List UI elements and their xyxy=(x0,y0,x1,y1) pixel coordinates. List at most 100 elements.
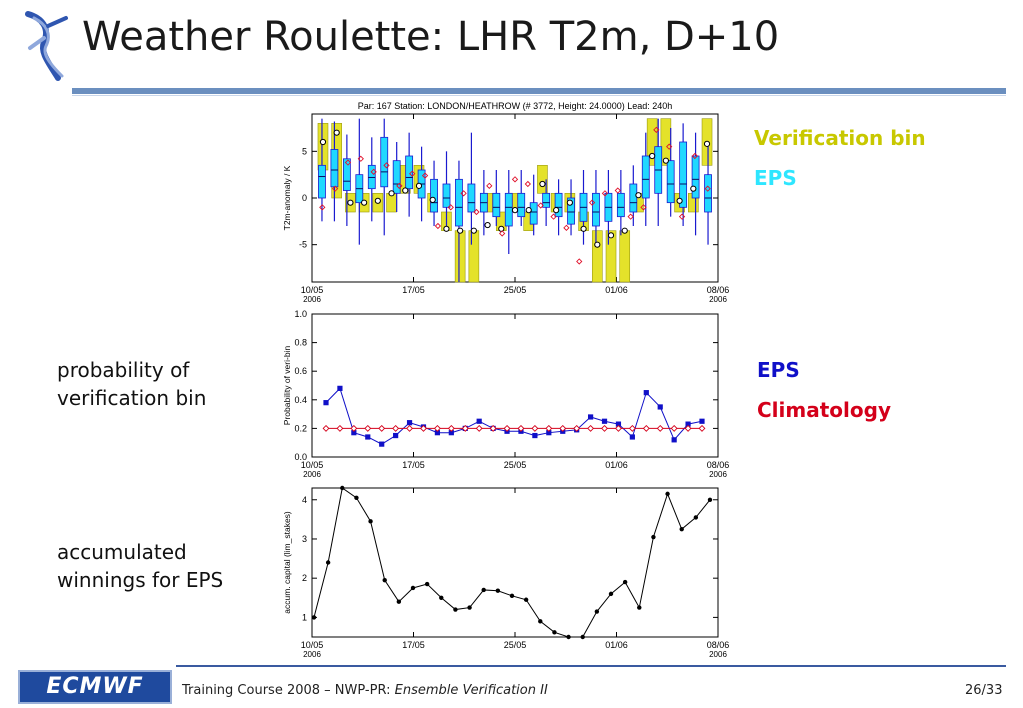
x-tick-year: 2006 xyxy=(709,295,727,304)
ens-mean xyxy=(601,190,609,197)
ens-box xyxy=(467,183,476,213)
ens-box xyxy=(592,192,600,227)
eps-point xyxy=(671,437,677,443)
ens-mean xyxy=(511,176,519,183)
climatology-point xyxy=(615,424,622,432)
x-tick-label: 01/06 xyxy=(605,640,628,650)
eps-point xyxy=(406,420,413,426)
ens-mean xyxy=(447,204,454,211)
eps-point xyxy=(434,430,441,436)
winnings-label-line1: accumulated xyxy=(57,540,187,564)
observation xyxy=(415,182,423,189)
x-tick-label: 10/05 xyxy=(301,460,324,470)
eps-point xyxy=(546,430,552,436)
climatology-point xyxy=(322,424,330,432)
observation xyxy=(429,196,436,203)
observation xyxy=(484,221,491,229)
observation xyxy=(662,157,669,164)
climatology-point xyxy=(336,424,344,432)
x-tick-year: 2006 xyxy=(709,470,727,479)
climatology-point xyxy=(461,424,469,432)
ens-box xyxy=(554,192,563,218)
climatology-point xyxy=(350,424,358,432)
ens-mean xyxy=(576,258,583,265)
capital-point xyxy=(509,593,515,599)
y-tick-label: 0.6 xyxy=(294,366,307,376)
page-title: Weather Roulette: LHR T2m, D+10 xyxy=(82,14,780,60)
course-logo-icon xyxy=(25,11,68,81)
title-divider xyxy=(72,88,1006,94)
x-tick-label: 17/05 xyxy=(402,460,425,470)
ens-mean xyxy=(421,172,429,179)
observation xyxy=(690,185,697,192)
ens-box xyxy=(666,160,675,204)
footer-text-prefix: Training Course 2008 – NWP-PR: xyxy=(182,683,395,698)
ens-mean xyxy=(383,162,390,169)
climatology-point xyxy=(378,424,386,432)
observation xyxy=(566,199,573,206)
capital-point xyxy=(608,591,614,597)
eps-point xyxy=(601,418,608,424)
climatology-point xyxy=(545,424,553,432)
eps-point xyxy=(393,432,399,439)
y-axis-label: T2m-anomaly / K xyxy=(282,165,292,230)
climatology-point xyxy=(517,424,525,432)
ens-mean xyxy=(370,168,377,176)
capital-point xyxy=(439,595,444,600)
capital-point xyxy=(707,497,713,502)
capital-point xyxy=(594,609,600,614)
ens-mean xyxy=(691,152,699,160)
observation xyxy=(511,207,519,214)
ens-mean xyxy=(627,213,634,220)
observation xyxy=(374,197,381,204)
ens-box xyxy=(318,164,326,199)
title-divider-thin xyxy=(72,95,1006,96)
capital-point xyxy=(467,605,472,610)
y-tick-label: 1 xyxy=(302,612,307,622)
verification-bin xyxy=(317,123,329,171)
climatology-point xyxy=(489,424,497,432)
capital-point xyxy=(538,619,543,624)
ens-mean xyxy=(524,180,531,188)
y-tick-label: 3 xyxy=(302,534,307,544)
y-tick-label: 0.4 xyxy=(294,395,307,405)
ens-box xyxy=(442,183,451,208)
capital-point xyxy=(340,485,345,491)
climatology-point xyxy=(601,424,608,432)
observation xyxy=(594,241,601,248)
observation xyxy=(676,197,683,204)
observation xyxy=(333,129,340,136)
observation xyxy=(470,227,477,234)
climatology-point xyxy=(587,424,595,432)
probability-label: probability of verification bin xyxy=(57,356,206,412)
eps-point xyxy=(657,404,663,410)
x-tick-label: 01/06 xyxy=(605,460,628,470)
ens-mean xyxy=(653,126,660,134)
observation xyxy=(347,199,354,206)
ens-box xyxy=(380,136,389,188)
eps-point xyxy=(643,390,649,396)
observation xyxy=(607,232,615,239)
verification-bin xyxy=(646,118,658,166)
verification-bin xyxy=(619,230,631,283)
ens-box xyxy=(342,158,351,191)
capital-point xyxy=(495,588,501,593)
x-tick-label: 08/06 xyxy=(707,640,730,650)
observation xyxy=(525,207,532,214)
eps-point xyxy=(699,418,705,424)
capital-point xyxy=(523,597,529,602)
x-tick-year: 2006 xyxy=(709,650,727,659)
ens-mean xyxy=(473,208,480,216)
climatology-point xyxy=(670,424,678,432)
y-axis-label: Probability of veri-bin xyxy=(282,346,292,426)
ens-box xyxy=(504,192,513,227)
chart-title: Par: 167 Station: LONDON/HEATHROW (# 377… xyxy=(358,101,673,111)
eps-point xyxy=(615,421,622,427)
eps-point xyxy=(323,400,329,406)
legend-eps-line: EPS xyxy=(757,358,800,382)
ens-mean xyxy=(331,185,339,192)
observation xyxy=(635,192,642,199)
climatology-point xyxy=(406,424,413,432)
ens-box xyxy=(691,155,700,199)
